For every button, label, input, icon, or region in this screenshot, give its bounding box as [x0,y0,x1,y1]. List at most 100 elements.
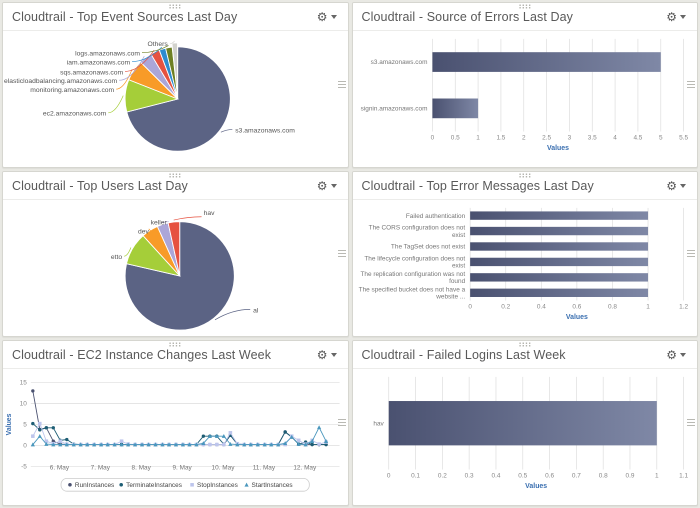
bar [469,257,648,267]
failed-logins-bar-chart: 0 0.1 0.2 0.3 0.4 0.5 0.6 0.7 0.8 0.9 1 1.1 hav Value… [373,376,688,490]
pie-label-leader [161,221,169,223]
widget-settings-button[interactable]: ⚙ [664,179,688,193]
widget-settings-button[interactable]: ⚙ [664,10,688,24]
x-tick-label: 0.5 [518,472,527,479]
marker-square [222,442,226,447]
panel-header: Cloudtrail - Source of Errors Last Day ⚙ [352,3,697,31]
x-tick-label: 0.4 [536,303,545,310]
x-tick-label: 1 [654,472,658,479]
caret-down-icon [680,352,686,357]
marker-triangle [180,442,186,447]
chart-area: 0 0.2 0.4 0.6 0.8 1 1.2 Failed authentication Th… [353,200,698,336]
drag-handle-icon[interactable] [518,342,532,347]
marker-triangle [112,442,117,447]
pie-slice-label: iam.amazonaws.com [67,60,131,67]
drag-handle-icon[interactable] [168,342,182,347]
pie-slice-label: keller [151,220,168,227]
series-line [32,423,327,445]
gear-icon: ⚙ [316,347,328,362]
category-label: The CORS configuration does not [368,225,465,232]
marker-circle [31,389,35,393]
pie-slice-label: sqs.amazonaws.com [60,69,123,76]
x-axis-label: Values [565,314,587,321]
marker-triangle [255,442,260,447]
marker-triangle [289,434,294,439]
marker-square [317,442,321,446]
gear-icon: ⚙ [666,347,677,362]
drag-handle-icon[interactable] [168,4,182,9]
source-of-errors-bar-chart: 0 0.5 1 1.5 2 2.5 3 3.5 4 4.5 5 5.5 s3.amazonaws.com… [360,38,688,152]
category-label: hav [373,420,384,427]
marker-triangle [85,442,90,447]
bar [469,273,648,282]
marker-triangle [139,442,145,447]
resize-handle-icon[interactable] [687,250,695,258]
bar [469,226,648,236]
marker-square [58,439,63,443]
pie-label-leader [220,129,233,133]
panel-title: Cloudtrail - Top Error Messages Last Day [361,178,594,193]
marker-square [31,434,35,438]
pie-slice-label: elasticloadbalancing.amazonaws.com [4,78,118,85]
drag-handle-icon[interactable] [168,173,182,178]
pie-slice [167,221,181,276]
marker-triangle [146,442,151,447]
marker-square [119,439,124,443]
resize-handle-icon[interactable] [337,250,346,258]
widget-settings-button[interactable]: ⚙ [315,348,339,362]
resize-handle-icon[interactable] [337,81,346,89]
marker-triangle [30,442,35,447]
x-tick-label: 0.7 [571,472,580,479]
marker-triangle [71,442,76,447]
pie-label-leader [116,69,133,90]
marker-square [44,439,49,443]
resize-handle-icon[interactable] [687,81,695,89]
marker-triangle [221,433,226,438]
marker-triangle [228,441,233,446]
widget-settings-button[interactable]: ⚙ [664,348,688,362]
pie-slice-label: logs.amazonaws.com [75,51,140,58]
marker-circle [201,434,206,438]
event-sources-pie-chart: s3.amazonaws.com ec2.amazonaws.com monitor… [4,40,295,152]
chart-area: al etto dev keller hav [3,200,348,336]
caret-down-icon [680,14,686,19]
pie-slice-label: s3.amazonaws.com [235,128,295,135]
resize-handle-icon[interactable] [337,419,346,427]
legend-marker-triangle [244,482,249,487]
x-tick-label: 4.5 [633,134,642,141]
series-line [32,390,327,445]
category-label: exist [451,232,464,239]
category-label: found [449,278,466,285]
bar [431,98,478,119]
bar [469,288,648,297]
x-tick-label: 11. May [253,465,276,472]
series-line [32,426,327,445]
panel-source-of-errors: Cloudtrail - Source of Errors Last Day ⚙… [351,2,698,168]
gear-icon: ⚙ [316,178,328,193]
x-tick-label: 5.5 [679,134,688,141]
widget-settings-button[interactable]: ⚙ [315,10,339,24]
top-error-messages-bar-chart: 0 0.2 0.4 0.6 0.8 1 1.2 Failed authentication Th… [358,207,688,321]
marker-circle [31,421,35,426]
resize-handle-icon[interactable] [687,419,695,427]
pie-label-leader [173,216,202,221]
marker-circle [310,442,314,447]
marker-circle [38,428,42,432]
legend-marker-circle [68,483,72,487]
marker-triangle [78,442,83,447]
x-tick-label: 7. May [91,465,111,472]
legend-label: RunInstances [75,482,114,489]
bar [469,242,648,251]
drag-handle-icon[interactable] [518,173,532,178]
marker-triangle [207,433,213,438]
marker-square [215,442,219,447]
category-label: The specified bucket does not have a [358,286,465,293]
pie-slice-label: ec2.amazonaws.com [43,111,107,118]
drag-handle-icon[interactable] [518,4,532,9]
widget-settings-button[interactable]: ⚙ [315,179,339,193]
marker-triangle [296,441,301,446]
x-tick-label: 6. May [50,465,70,472]
marker-triangle [132,442,138,447]
marker-triangle [235,442,240,447]
